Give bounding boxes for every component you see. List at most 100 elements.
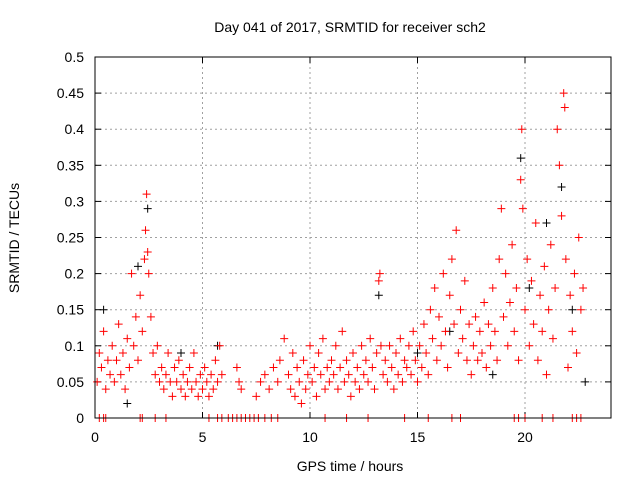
- y-tick-label: 0: [76, 410, 84, 426]
- data-point-red: [161, 370, 170, 379]
- data-point-black: [413, 349, 422, 358]
- data-point-red: [116, 370, 125, 379]
- data-point-red: [467, 370, 476, 379]
- data-point-red: [232, 363, 241, 372]
- data-point-red: [525, 341, 534, 350]
- data-point-red: [452, 226, 461, 235]
- data-point-black: [557, 182, 566, 191]
- data-point-red: [290, 392, 299, 401]
- data-point-red: [177, 385, 185, 394]
- data-point-red: [538, 327, 547, 336]
- data-point-red: [121, 385, 130, 394]
- data-point-red: [295, 377, 304, 386]
- data-point-red: [323, 363, 332, 372]
- data-point-red: [194, 392, 203, 401]
- data-point-red: [192, 377, 201, 386]
- data-point-red: [286, 385, 295, 394]
- data-point-red: [189, 349, 198, 358]
- chart-title: Day 041 of 2017, SRMTID for receiver sch…: [214, 19, 486, 35]
- data-point-red: [284, 370, 293, 379]
- data-point-red: [501, 269, 510, 278]
- data-point-red: [503, 341, 512, 350]
- data-point-black: [123, 399, 132, 408]
- data-point-red: [359, 370, 368, 379]
- axis-ticks: 0 0.05 0.1 0.15 0.2 0.25 0.3 0.35 0.4 0.45 0.5 0 5 10…: [57, 49, 611, 445]
- data-point-red: [198, 385, 207, 394]
- data-point-red: [566, 291, 575, 300]
- data-point-red: [376, 341, 385, 350]
- data-point-red: [546, 240, 555, 249]
- data-point-red: [469, 341, 478, 350]
- data-point-red: [574, 233, 583, 242]
- data-point-black: [542, 219, 551, 228]
- data-point-red: [293, 363, 302, 372]
- data-point-red: [553, 125, 562, 134]
- data-point-red: [372, 349, 381, 358]
- data-point-red: [572, 349, 581, 358]
- data-point-red: [460, 276, 469, 285]
- data-points: [93, 89, 590, 422]
- data-point-red: [172, 377, 181, 386]
- data-point-red: [426, 305, 435, 314]
- data-point-red: [542, 370, 551, 379]
- data-point-red: [439, 269, 448, 278]
- data-point-red: [555, 161, 564, 170]
- data-point-red: [570, 269, 579, 278]
- data-point-red: [576, 305, 585, 314]
- y-axis-label: SRMTID / TECUs: [6, 183, 22, 293]
- data-point-red: [260, 370, 269, 379]
- data-point-red: [256, 377, 265, 386]
- data-point-red: [338, 327, 347, 336]
- data-point-red: [478, 349, 486, 358]
- data-point-red: [518, 204, 527, 213]
- data-point-red: [202, 377, 211, 386]
- data-point-red: [144, 269, 153, 278]
- data-point-red: [141, 226, 150, 235]
- data-point-red: [312, 392, 321, 401]
- data-point-black: [516, 154, 525, 163]
- data-point-red: [211, 356, 220, 365]
- data-point-red: [112, 356, 121, 365]
- data-point-red: [327, 356, 336, 365]
- data-point-red: [329, 370, 338, 379]
- data-point-red: [353, 363, 362, 372]
- data-point-red: [551, 284, 560, 293]
- data-point-red: [196, 370, 205, 379]
- data-point-red: [450, 320, 459, 329]
- data-point-red: [396, 334, 405, 343]
- data-point-red: [99, 327, 108, 336]
- data-point-red: [342, 356, 351, 365]
- data-point-red: [437, 341, 446, 350]
- data-point-red: [490, 327, 499, 336]
- data-point-red: [97, 363, 106, 372]
- data-point-red: [411, 356, 420, 365]
- data-point-red: [346, 392, 355, 401]
- data-point-red: [564, 363, 572, 372]
- data-point-red: [95, 349, 104, 358]
- data-point-red: [540, 262, 549, 271]
- data-point-red: [357, 341, 366, 350]
- data-point-red: [361, 356, 370, 365]
- data-point-red: [103, 356, 112, 365]
- data-point-red: [488, 284, 497, 293]
- data-point-red: [351, 377, 360, 386]
- data-point-red: [106, 370, 115, 379]
- data-point-red: [318, 334, 327, 343]
- data-point-red: [533, 356, 542, 365]
- data-point-red: [531, 219, 540, 228]
- data-point-red: [381, 356, 390, 365]
- data-point-red: [435, 312, 443, 321]
- data-point-red: [394, 370, 403, 379]
- data-point-red: [151, 370, 160, 379]
- data-point-red: [375, 269, 384, 278]
- data-point-red: [462, 356, 471, 365]
- data-point-red: [458, 334, 467, 343]
- data-point-red: [475, 327, 484, 336]
- data-point-red: [508, 240, 517, 249]
- data-point-red: [170, 363, 179, 372]
- data-point-red: [185, 363, 194, 372]
- data-point-red: [480, 298, 489, 307]
- data-point-red: [269, 363, 278, 372]
- data-point-red: [129, 341, 138, 350]
